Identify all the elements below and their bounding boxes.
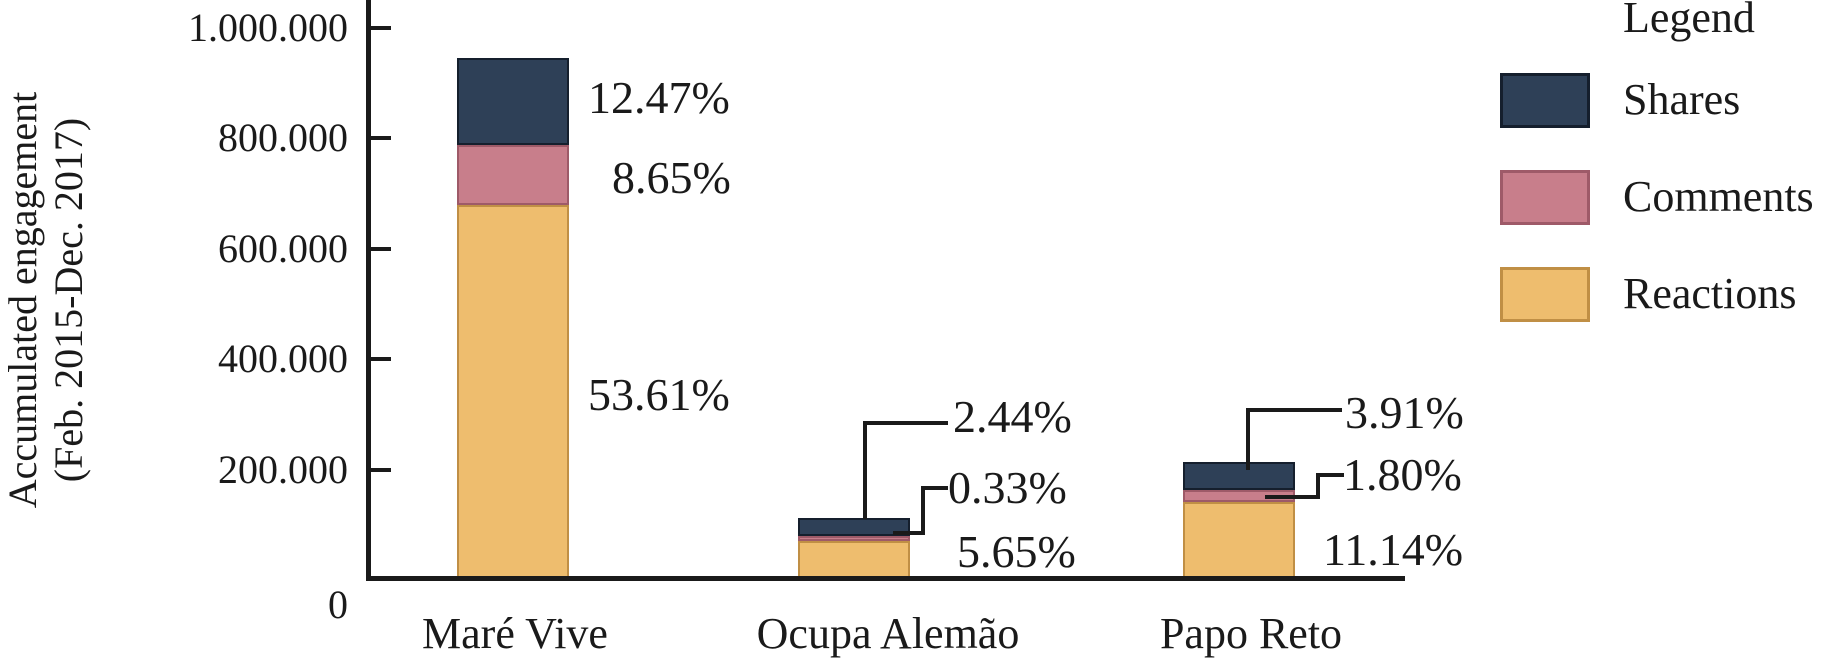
y-axis-tick-label: 1.000.000: [188, 5, 348, 50]
category-label: Maré Vive: [422, 609, 608, 658]
x-axis-line: [366, 576, 1405, 581]
bar-segment-reactions: [1182, 502, 1295, 580]
percent-label: 1.80%: [1343, 449, 1462, 500]
callout-line: [921, 486, 925, 535]
legend-swatch-reactions: [1500, 267, 1590, 322]
y-axis-tick-label: 600.000: [218, 225, 348, 271]
callout-line: [863, 421, 867, 519]
legend-label-shares: Shares: [1623, 75, 1741, 124]
percent-label: 2.44%: [953, 391, 1072, 442]
callout-line: [893, 531, 925, 535]
y-axis-line: [366, 0, 371, 581]
bar-segment-shares: [1182, 462, 1295, 490]
legend-label-comments: Comments: [1623, 172, 1814, 221]
category-label: Ocupa Alemão: [756, 609, 1020, 658]
legend-title: Legend: [1623, 0, 1755, 42]
y-axis-tick: [371, 467, 391, 472]
callout-line: [1265, 495, 1320, 499]
bar-segment-shares: [456, 57, 569, 145]
callout-line: [1246, 408, 1250, 470]
percent-label: 8.65%: [612, 152, 731, 203]
category-label: Papo Reto: [1159, 609, 1343, 658]
y-axis-tick: [371, 26, 391, 30]
bar-segment-comments: [797, 535, 910, 541]
y-axis-title-line2: (Feb. 2015-Dec. 2017): [46, 117, 91, 483]
legend-swatch-comments: [1500, 170, 1590, 225]
legend-swatch-shares: [1500, 73, 1590, 128]
y-axis-tick: [371, 357, 391, 362]
callout-line: [1246, 408, 1342, 412]
legend-label-reactions: Reactions: [1623, 269, 1797, 318]
callout-line: [921, 486, 948, 490]
y-axis-tick-label: 800.000: [218, 115, 348, 161]
callout-line: [1316, 473, 1344, 477]
y-axis-title-line1: Accumulated engagement: [0, 91, 45, 509]
y-axis-tick-label: 200.000: [218, 446, 348, 492]
percent-label: 11.14%: [1323, 524, 1464, 575]
percent-label: 12.47%: [588, 72, 730, 123]
callout-line: [863, 421, 948, 425]
y-axis-tick: [371, 136, 391, 141]
bar-segment-comments: [456, 145, 569, 206]
bar-segment-shares: [797, 518, 910, 536]
y-axis-tick-label: 0: [328, 582, 348, 627]
y-axis-tick: [371, 246, 391, 251]
callout-line: [1316, 473, 1320, 499]
y-axis-title: Accumulated engagement (Feb. 2015-Dec. 2…: [0, 0, 92, 610]
y-axis-tick-label: 400.000: [218, 336, 348, 382]
percent-label: 0.33%: [948, 462, 1067, 513]
bar-segment-reactions: [456, 205, 569, 580]
percent-label: 3.91%: [1345, 387, 1464, 438]
percent-label: 5.65%: [957, 526, 1076, 577]
percent-label: 53.61%: [588, 369, 730, 420]
bar-segment-reactions: [797, 540, 910, 580]
